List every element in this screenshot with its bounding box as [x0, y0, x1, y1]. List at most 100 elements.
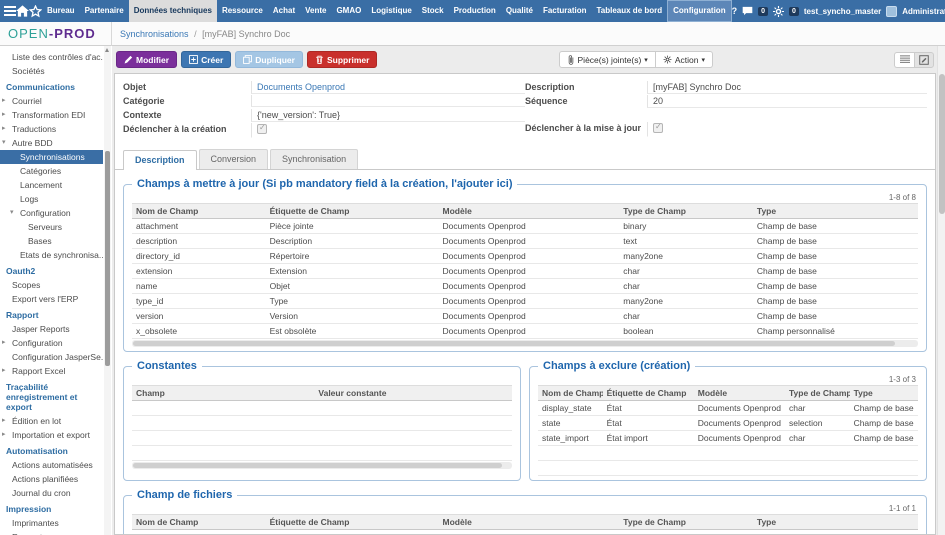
- attachments-dropdown[interactable]: Pièce(s) jointe(s) ▾: [559, 51, 656, 68]
- sidebar-item-bases[interactable]: Bases: [0, 234, 103, 248]
- hamburger-icon[interactable]: [4, 0, 16, 22]
- nav-item-ressource[interactable]: Ressource: [217, 0, 268, 22]
- chevron-right-icon[interactable]: ▸: [2, 416, 6, 426]
- sidebar-item-logs[interactable]: Logs: [0, 192, 103, 206]
- column-header-type[interactable]: Type: [753, 515, 918, 530]
- table-row[interactable]: descriptionDescriptionDocuments Openprod…: [132, 234, 918, 249]
- pagination[interactable]: 1-3 of 3: [530, 374, 926, 385]
- sidebar-item-imprimantes[interactable]: Imprimantes: [0, 516, 103, 530]
- nav-item-stock[interactable]: Stock: [417, 0, 449, 22]
- chevron-right-icon[interactable]: ▸: [2, 110, 6, 120]
- column-header-champ[interactable]: Champ: [132, 386, 314, 401]
- messages-badge[interactable]: 0: [758, 7, 768, 16]
- nav-item-gmao[interactable]: GMAO: [331, 0, 366, 22]
- chevron-down-icon[interactable]: ▾: [10, 208, 14, 218]
- column-header-tiquette-de-champ[interactable]: Étiquette de Champ: [266, 515, 439, 530]
- table-row[interactable]: versionVersionDocuments OpenprodcharCham…: [132, 309, 918, 324]
- table-row[interactable]: nameObjetDocuments OpenprodcharChamp de …: [132, 279, 918, 294]
- tab-synchronisation[interactable]: Synchronisation: [270, 149, 358, 169]
- table-row[interactable]: directory_idRépertoireDocuments Openprod…: [132, 249, 918, 264]
- column-header-type-de-champ[interactable]: Type de Champ: [619, 515, 753, 530]
- sidebar-item-transformation-edi[interactable]: ▸Transformation EDI: [0, 108, 103, 122]
- horizontal-scrollbar[interactable]: [132, 340, 918, 347]
- sidebar-item-liste-des-contr-les-d-ac[interactable]: Liste des contrôles d'ac...: [0, 50, 103, 64]
- sidebar-item-etats-de-synchronisa[interactable]: Etats de synchronisa...: [0, 248, 103, 262]
- table-row[interactable]: attachmentPièce jointeDocuments Openprod…: [132, 219, 918, 234]
- table-row[interactable]: type_idTypeDocuments Openprodmany2oneCha…: [132, 294, 918, 309]
- username[interactable]: test_syncho_master: [804, 7, 881, 16]
- table-row[interactable]: display_stateÉtatDocuments OpenprodcharC…: [538, 401, 918, 416]
- user-role[interactable]: Administrateur: [902, 7, 945, 16]
- table-row[interactable]: extensionExtensionDocuments Openprodchar…: [132, 264, 918, 279]
- sidebar-item-export-vers-l-erp[interactable]: Export vers l'ERP: [0, 292, 103, 306]
- tab-description[interactable]: Description: [123, 150, 197, 170]
- table-row[interactable]: attachmentPièce jointeDocuments Openprod…: [132, 530, 918, 535]
- nav-item-production[interactable]: Production: [449, 0, 501, 22]
- pagination[interactable]: 1-8 of 8: [124, 192, 926, 203]
- dupliquer-button[interactable]: Dupliquer: [235, 51, 303, 68]
- creer-button[interactable]: Créer: [181, 51, 231, 68]
- column-header-nom-de-champ[interactable]: Nom de Champ: [132, 515, 266, 530]
- form-view-button[interactable]: [914, 52, 934, 68]
- nav-item-configuration[interactable]: Configuration: [667, 0, 731, 22]
- column-header-valeur-constante[interactable]: Valeur constante: [314, 386, 512, 401]
- field-link-objet[interactable]: Documents Openprod: [257, 82, 345, 92]
- sidebar-item-actions-automatis-es[interactable]: Actions automatisées: [0, 458, 103, 472]
- checkbox-d-clencher-la-cr-ation[interactable]: [257, 124, 267, 134]
- sidebar-scrollbar[interactable]: [104, 46, 111, 535]
- home-icon[interactable]: [16, 0, 29, 22]
- sidebar-item-lancement[interactable]: Lancement: [0, 178, 103, 192]
- nav-item-partenaire[interactable]: Partenaire: [80, 0, 129, 22]
- breadcrumb-link[interactable]: Synchronisations: [120, 29, 189, 39]
- avatar[interactable]: [886, 6, 897, 17]
- sidebar-item-traductions[interactable]: ▸Traductions: [0, 122, 103, 136]
- chevron-down-icon[interactable]: ▾: [2, 138, 6, 148]
- checkbox-d-clencher-la-mise-jour[interactable]: [653, 123, 663, 133]
- chevron-right-icon[interactable]: ▸: [2, 96, 6, 106]
- supprimer-button[interactable]: Supprimer: [307, 51, 378, 68]
- column-header-type[interactable]: Type: [753, 204, 918, 219]
- sidebar-item-courriel[interactable]: ▸Courriel: [0, 94, 103, 108]
- nav-item-facturation[interactable]: Facturation: [538, 0, 592, 22]
- sidebar-item-configuration-jasperse[interactable]: Configuration JasperSe...: [0, 350, 103, 364]
- table-row[interactable]: stateÉtatDocuments OpenprodselectionCham…: [538, 416, 918, 431]
- table-row[interactable]: x_obsoleteEst obsolèteDocuments Openprod…: [132, 324, 918, 339]
- nav-item-vente[interactable]: Vente: [300, 0, 331, 22]
- column-header-type[interactable]: Type: [850, 386, 918, 401]
- column-header-type-de-champ[interactable]: Type de Champ: [619, 204, 753, 219]
- sidebar-item-configuration[interactable]: ▾Configuration: [0, 206, 103, 220]
- column-header-tiquette-de-champ[interactable]: Étiquette de Champ: [266, 204, 439, 219]
- column-header-mod-le[interactable]: Modèle: [439, 204, 620, 219]
- sidebar-item-synchronisations[interactable]: Synchronisations: [0, 150, 103, 164]
- sidebar-item-rapport-excel[interactable]: ▸Rapport Excel: [0, 364, 103, 378]
- sidebar-item-importation-et-export[interactable]: ▸Importation et export: [0, 428, 103, 442]
- sidebar-item-scopes[interactable]: Scopes: [0, 278, 103, 292]
- tab-conversion[interactable]: Conversion: [199, 149, 269, 169]
- modifier-button[interactable]: Modifier: [116, 51, 177, 68]
- sidebar-item-jasper-reports[interactable]: Jasper Reports: [0, 322, 103, 336]
- nav-item-achat[interactable]: Achat: [268, 0, 300, 22]
- chevron-right-icon[interactable]: ▸: [2, 430, 6, 440]
- chat-icon[interactable]: [742, 6, 753, 16]
- column-header-type-de-champ[interactable]: Type de Champ: [785, 386, 850, 401]
- horizontal-scrollbar[interactable]: [132, 462, 512, 469]
- column-header-nom-de-champ[interactable]: Nom de Champ: [538, 386, 603, 401]
- chevron-right-icon[interactable]: ▸: [2, 124, 6, 134]
- list-view-button[interactable]: [894, 52, 914, 68]
- notifications-badge[interactable]: 0: [789, 7, 799, 16]
- pagination[interactable]: 1-1 of 1: [124, 503, 926, 514]
- column-header-tiquette-de-champ[interactable]: Étiquette de Champ: [603, 386, 694, 401]
- chevron-right-icon[interactable]: ▸: [2, 338, 6, 348]
- table-row[interactable]: state_importÉtat importDocuments Openpro…: [538, 431, 918, 446]
- nav-item-tableaux-de-bord[interactable]: Tableaux de bord: [592, 0, 668, 22]
- column-header-mod-le[interactable]: Modèle: [694, 386, 785, 401]
- gear-icon[interactable]: [773, 6, 784, 17]
- sidebar-item-rapports[interactable]: Rapports: [0, 530, 103, 535]
- sidebar-scrollbar-thumb[interactable]: [105, 151, 110, 366]
- help-icon[interactable]: ?: [732, 6, 738, 16]
- star-icon[interactable]: [29, 0, 42, 22]
- sidebar-item-dition-en-lot[interactable]: ▸Édition en lot: [0, 414, 103, 428]
- nav-item-donn-es-techniques[interactable]: Données techniques: [129, 0, 217, 22]
- sidebar-item-serveurs[interactable]: Serveurs: [0, 220, 103, 234]
- column-header-mod-le[interactable]: Modèle: [439, 515, 620, 530]
